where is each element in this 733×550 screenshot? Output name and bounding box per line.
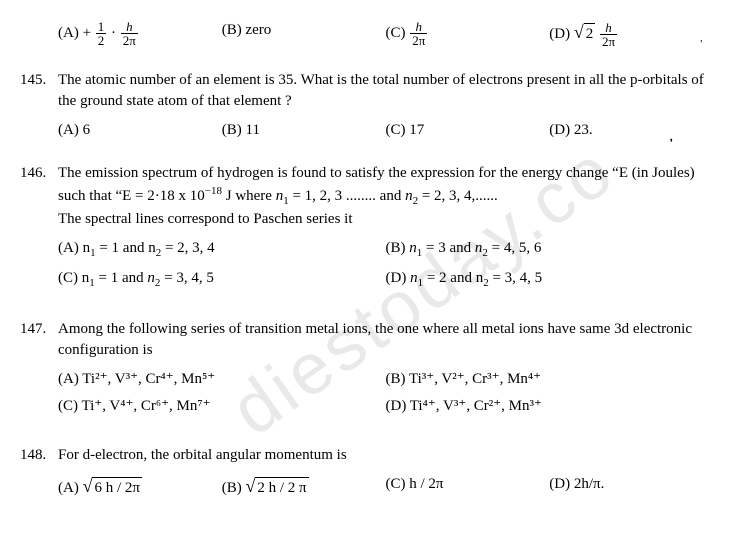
q145-option-b: (B) 11 [222,120,386,141]
sqrt-content: 6 h / 2π [92,477,142,499]
question-148: 148. For d-electron, the orbital angular… [20,445,713,499]
q148-option-c: (C) h / 2π [386,474,550,499]
var-n: n [410,270,418,286]
opt-label: (D) [549,26,570,42]
opt-label: (C) [386,25,406,41]
question-145: 145. The atomic number of an element is … [20,70,713,141]
opt-part: = 2, 3, 4 [161,240,214,256]
var-n: n [405,188,413,204]
stray-mark: ❜ [670,137,673,151]
q146-option-a: (A) n1 = 1 and n2 = 2, 3, 4 [58,238,386,261]
opt-part: (B) [386,240,410,256]
question-text: The atomic number of an element is 35. W… [58,70,713,112]
opt-part: (A) [58,480,83,496]
question-text: For d-electron, the orbital angular mome… [58,445,713,466]
opt-part: = 1 and n [96,240,156,256]
q148-option-a: (A) 6 h / 2π [58,474,222,499]
q148-option-d: (D) 2h/π. [549,474,713,499]
question-146: 146. The emission spectrum of hydrogen i… [20,163,713,297]
q146-option-d: (D) n1 = 2 and n2 = 3, 4, 5 [386,268,714,291]
var-n: n [147,270,155,286]
text-part: = 1, 2, 3 ........ and [289,188,405,204]
text-part: The spectral lines correspond to Paschen… [58,211,353,227]
q-top-option-b: (B) zero [222,20,386,48]
text-part: J where [222,188,276,204]
opt-part: = 3, 4, 5 [160,270,213,286]
opt-part: (A) n [58,240,90,256]
q145-option-c: (C) 17 [386,120,550,141]
question-text: The emission spectrum of hydrogen is fou… [58,163,713,230]
q146-option-b: (B) n1 = 3 and n2 = 4, 5, 6 [386,238,714,261]
q146-option-c: (C) n1 = 1 and n2 = 3, 4, 5 [58,268,386,291]
q147-option-a: (A) Ti²⁺, V³⁺, Cr⁴⁺, Mn⁵⁺ [58,369,386,390]
opt-part: (B) [222,480,246,496]
var-n: n [409,240,417,256]
opt-part: = 2 and n [423,270,483,286]
question-number: 146. [20,163,58,184]
opt-part: = 3 and [422,240,475,256]
exponent: −18 [205,185,222,197]
opt-part: (C) n [58,270,89,286]
opt-label: (A) + [58,25,91,41]
question-number: 147. [20,319,58,340]
sqrt-content: 2 h / 2 π [255,477,308,499]
question-top-fragment: (A) + 12 · h2π (B) zero (C) h2π (D) 2 h2… [20,20,713,48]
q147-option-c: (C) Ti⁺, V⁴⁺, Cr⁶⁺, Mn⁷⁺ [58,396,386,417]
question-text: Among the following series of transition… [58,319,713,361]
q145-option-d: (D) 23. [549,120,713,141]
q-top-option-a: (A) + 12 · h2π [58,20,222,48]
q-top-option-d: (D) 2 h2π [549,20,713,48]
opt-part: (D) [386,270,411,286]
q-top-option-c: (C) h2π [386,20,550,48]
question-number: 148. [20,445,58,466]
q148-option-b: (B) 2 h / 2 π [222,474,386,499]
opt-part: = 1 and [95,270,148,286]
q147-option-d: (D) Ti⁴⁺, V³⁺, Cr²⁺, Mn³⁺ [386,396,714,417]
opt-part: = 4, 5, 6 [488,240,541,256]
text-part: = 2, 3, 4,...... [418,188,498,204]
opt-part: = 3, 4, 5 [489,270,542,286]
stray-mark: ’ [700,38,703,52]
question-147: 147. Among the following series of trans… [20,319,713,423]
q147-option-b: (B) Ti³⁺, V²⁺, Cr³⁺, Mn⁴⁺ [386,369,714,390]
q145-option-a: (A) 6 [58,120,222,141]
question-number: 145. [20,70,58,91]
